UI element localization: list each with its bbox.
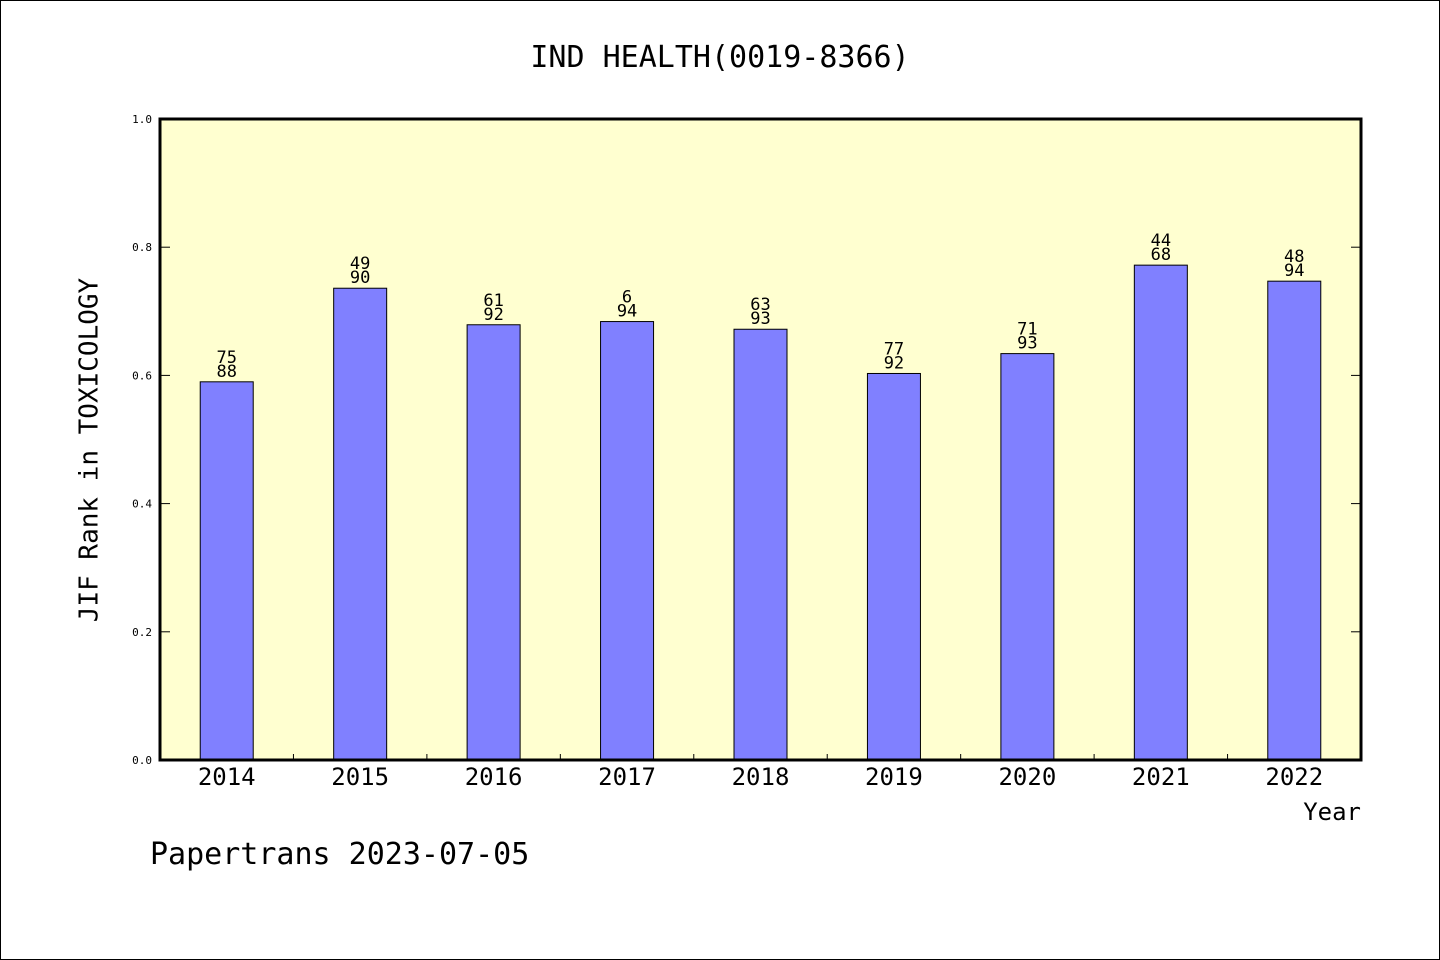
x-tick-label: 2021 [1132, 763, 1190, 791]
bar-total-label: 94 [1284, 261, 1304, 281]
y-tick-label: 0.0 [132, 754, 152, 767]
bar [1000, 353, 1055, 761]
bar-rank-label: 6 [622, 288, 632, 308]
y-tick-label: 1.0 [132, 113, 152, 126]
y-tick-label: 0.6 [132, 369, 152, 382]
bar-total-label: 93 [1017, 334, 1037, 354]
bar-rank-label: 44 [1151, 231, 1171, 251]
bar-rank-label: 48 [1284, 247, 1304, 267]
x-tick-label: 2017 [598, 763, 656, 791]
bar-total-label: 94 [617, 302, 637, 322]
bar [866, 372, 921, 761]
y-tick-label: 0.8 [132, 241, 152, 254]
plot-border [158, 117, 1363, 762]
bar-rank-label: 75 [216, 348, 236, 368]
bar-total-label: 88 [216, 362, 236, 382]
x-tick-label: 2019 [865, 763, 923, 791]
bar-rank-label: 61 [483, 291, 503, 311]
bar [733, 328, 788, 761]
y-tick-label: 0.4 [132, 498, 152, 511]
x-tick-label: 2022 [1265, 763, 1323, 791]
bar-rank-label: 71 [1017, 320, 1037, 340]
bar-rank-label: 49 [350, 254, 370, 274]
x-tick-label: 2014 [198, 763, 256, 791]
bar-rank-label: 77 [884, 339, 904, 359]
bar [333, 287, 388, 761]
bar-rank-label: 63 [750, 295, 770, 315]
bar [466, 324, 521, 761]
x-tick-label: 2015 [331, 763, 389, 791]
x-tick-label: 2020 [998, 763, 1056, 791]
bar [1133, 264, 1188, 761]
x-tick-label: 2018 [732, 763, 790, 791]
bar-total-label: 93 [750, 309, 770, 329]
plot-area: 7588201449902015619220166942017639320187… [132, 113, 1363, 791]
chart-title: IND HEALTH(0019-8366) [530, 40, 909, 75]
bar-total-label: 68 [1151, 245, 1171, 265]
bar-total-label: 90 [350, 268, 370, 288]
bar [600, 321, 655, 761]
x-tick-label: 2016 [465, 763, 523, 791]
bar [199, 381, 254, 761]
footer-text: Papertrans 2023-07-05 [150, 837, 529, 872]
bar-total-label: 92 [884, 353, 904, 373]
y-axis-label: JIF Rank in TOXICOLOGY [75, 277, 105, 622]
bar [1267, 280, 1322, 761]
bar-total-label: 92 [483, 305, 503, 325]
y-tick-label: 0.2 [132, 626, 152, 639]
x-axis-label: Year [1303, 798, 1361, 826]
